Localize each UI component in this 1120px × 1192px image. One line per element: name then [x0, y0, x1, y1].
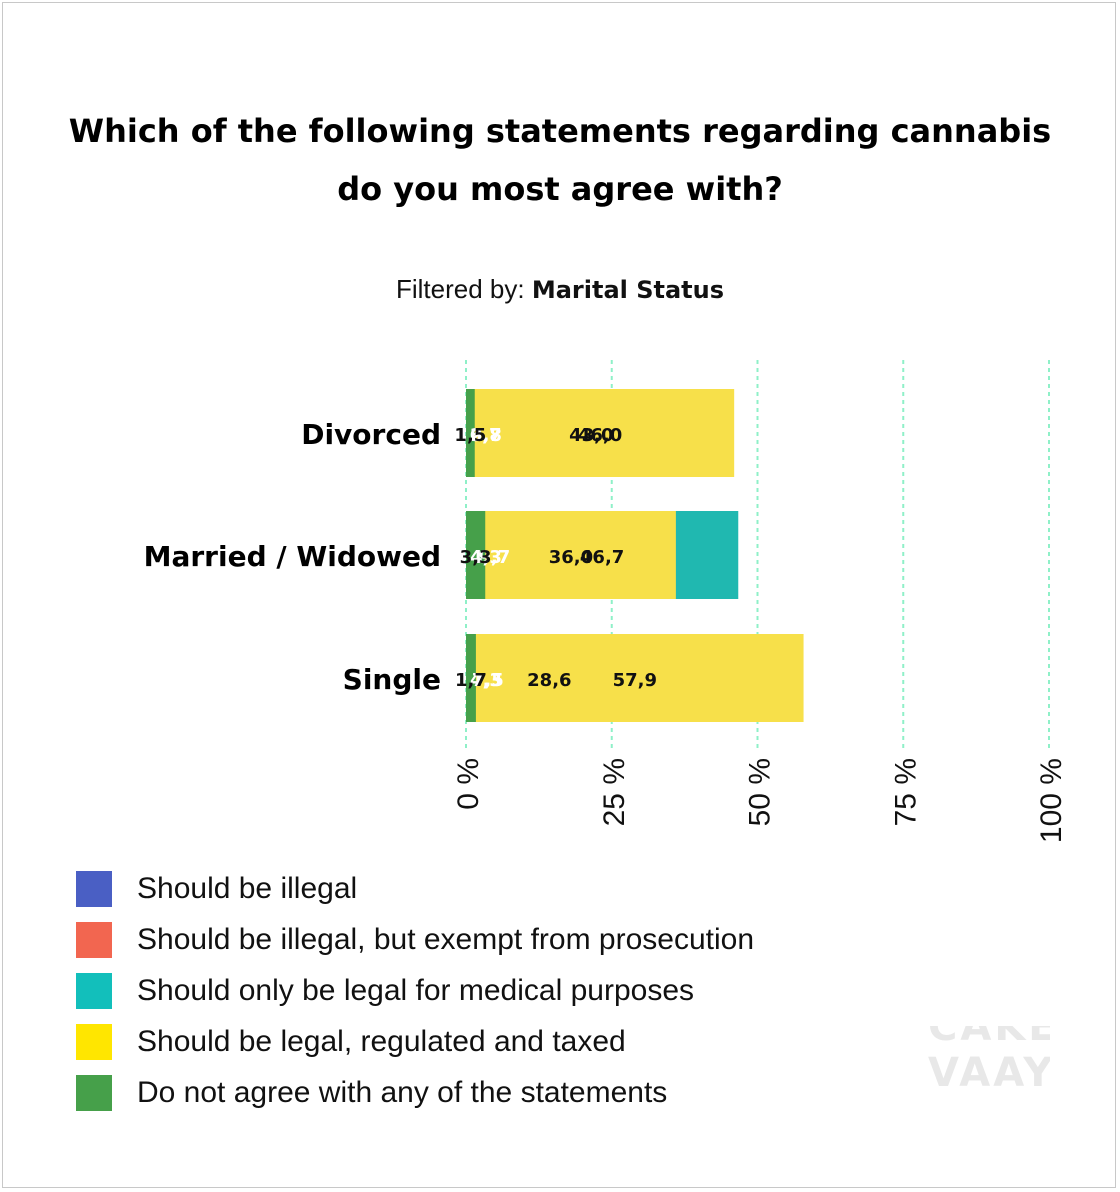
data-label-0-2: 43,0	[569, 425, 613, 446]
data-label-1-1: 4,3	[470, 547, 502, 568]
data-label-0-0: 6,7	[470, 425, 502, 446]
legend-label: Should only be legal for medical purpose…	[137, 974, 695, 1007]
filter-value: Marital Status	[531, 276, 725, 304]
legend-swatch	[76, 1075, 112, 1111]
data-labels: 6,72,8 43,046,01,59,74,3 46,736,03,37,54,3…	[454, 425, 657, 691]
legend-label: Do not agree with any of the statements	[137, 1076, 668, 1109]
chart-title-line-2: do you most agree with?	[337, 170, 783, 208]
bar-2-3	[466, 634, 804, 722]
bar-1-4	[466, 511, 486, 599]
legend-swatch	[76, 1024, 112, 1060]
legend-label: Should be legal, regulated and taxed	[137, 1025, 626, 1058]
data-label-1-4: 3,3	[460, 547, 492, 568]
data-label-2-0: 7,5	[472, 670, 504, 691]
bars	[466, 389, 804, 722]
chart-title-line-1: Which of the following statements regard…	[68, 112, 1052, 150]
bar-0-3	[466, 389, 735, 477]
data-label-0-1: 2,8	[470, 425, 502, 446]
x-tick-label-75: 75 %	[889, 758, 922, 826]
legend-swatch	[76, 871, 112, 907]
filter-label: Filtered by:	[395, 274, 525, 304]
bar-1-3	[466, 511, 676, 599]
data-label-0-4: 1,5	[454, 425, 486, 446]
category-label-2: Single	[343, 663, 441, 696]
x-axis-ticks: 0 % 25 % 50 % 75 % 100 %	[452, 758, 1068, 843]
stacked-bar-chart: 6,72,8 43,046,01,59,74,3 46,736,03,37,54,3…	[144, 360, 1068, 843]
bar-2-4	[466, 634, 476, 722]
data-label-2-3: 57,9	[613, 670, 657, 691]
chart-title: Which of the following statements regard…	[0, 102, 1120, 218]
watermark-logo: CAKE VAAY	[928, 1026, 1050, 1116]
watermark-text-bottom: VAAY	[928, 1050, 1050, 1096]
bar-0-4	[466, 389, 475, 477]
data-label-2-4: 1,7	[455, 670, 487, 691]
legend-swatch	[76, 973, 112, 1009]
x-tick-label-50: 50 %	[744, 758, 777, 826]
data-label-0-3: 46,0	[578, 425, 622, 446]
data-label-1-2: 46,7	[580, 547, 624, 568]
legend-label: Should be illegal	[137, 872, 358, 905]
data-label-2-2: 28,6	[527, 670, 571, 691]
data-label-1-3: 36,0	[549, 547, 593, 568]
watermark-text-top: CAKE	[928, 1026, 1050, 1050]
legend-swatch	[76, 922, 112, 958]
data-label-2-1: 4,3	[470, 670, 502, 691]
legend-label: Should be illegal, but exempt from prose…	[137, 923, 755, 956]
category-label-1: Married / Widowed	[144, 540, 441, 573]
data-label-1-0: 9,7	[478, 547, 510, 568]
x-tick-label-25: 25 %	[598, 758, 631, 826]
category-labels: Divorced Married / Widowed Single	[144, 418, 441, 696]
x-tick-label-0: 0 %	[452, 758, 485, 810]
category-label-0: Divorced	[301, 418, 441, 451]
filter-subtitle: Filtered by: Marital Status	[0, 274, 1120, 305]
x-tick-label-100: 100 %	[1035, 758, 1068, 843]
